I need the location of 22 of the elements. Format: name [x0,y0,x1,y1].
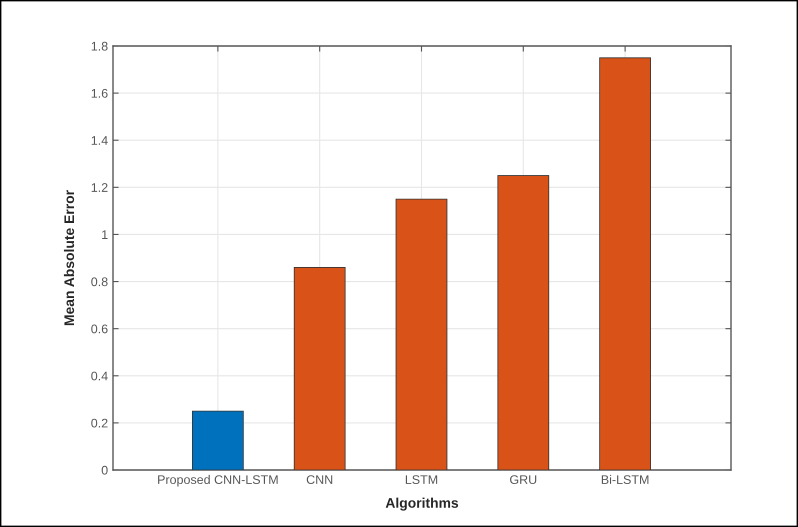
y-tick-label: 0.6 [91,324,108,334]
y-tick-label: 1.8 [92,42,108,51]
y-tick-label: 1 [102,230,108,239]
y-tick-label: 0.2 [91,418,108,428]
x-tick-label: Bi-LSTM [602,474,648,484]
bar [599,57,651,470]
y-tick-label: 1.4 [92,136,108,145]
bar [192,410,244,470]
bar [497,175,550,470]
bar [396,198,448,470]
x-tick-label: GRU [510,475,536,484]
y-tick-label: 0.4 [91,372,108,380]
y-tick-label: 0.8 [91,277,108,286]
y-axis-title: Mean Absolute Error [64,190,74,326]
y-tick-label: 1.6 [92,88,108,98]
x-axis-title: Algorithms [386,498,458,511]
x-tick-label: Proposed CNN-LSTM [158,474,278,487]
bar [294,267,346,470]
y-tick-label: 0 [102,466,108,475]
y-tick-label: 1.2 [92,183,108,192]
x-tick-label: LSTM [406,475,438,484]
x-tick-label: CNN [306,475,332,484]
